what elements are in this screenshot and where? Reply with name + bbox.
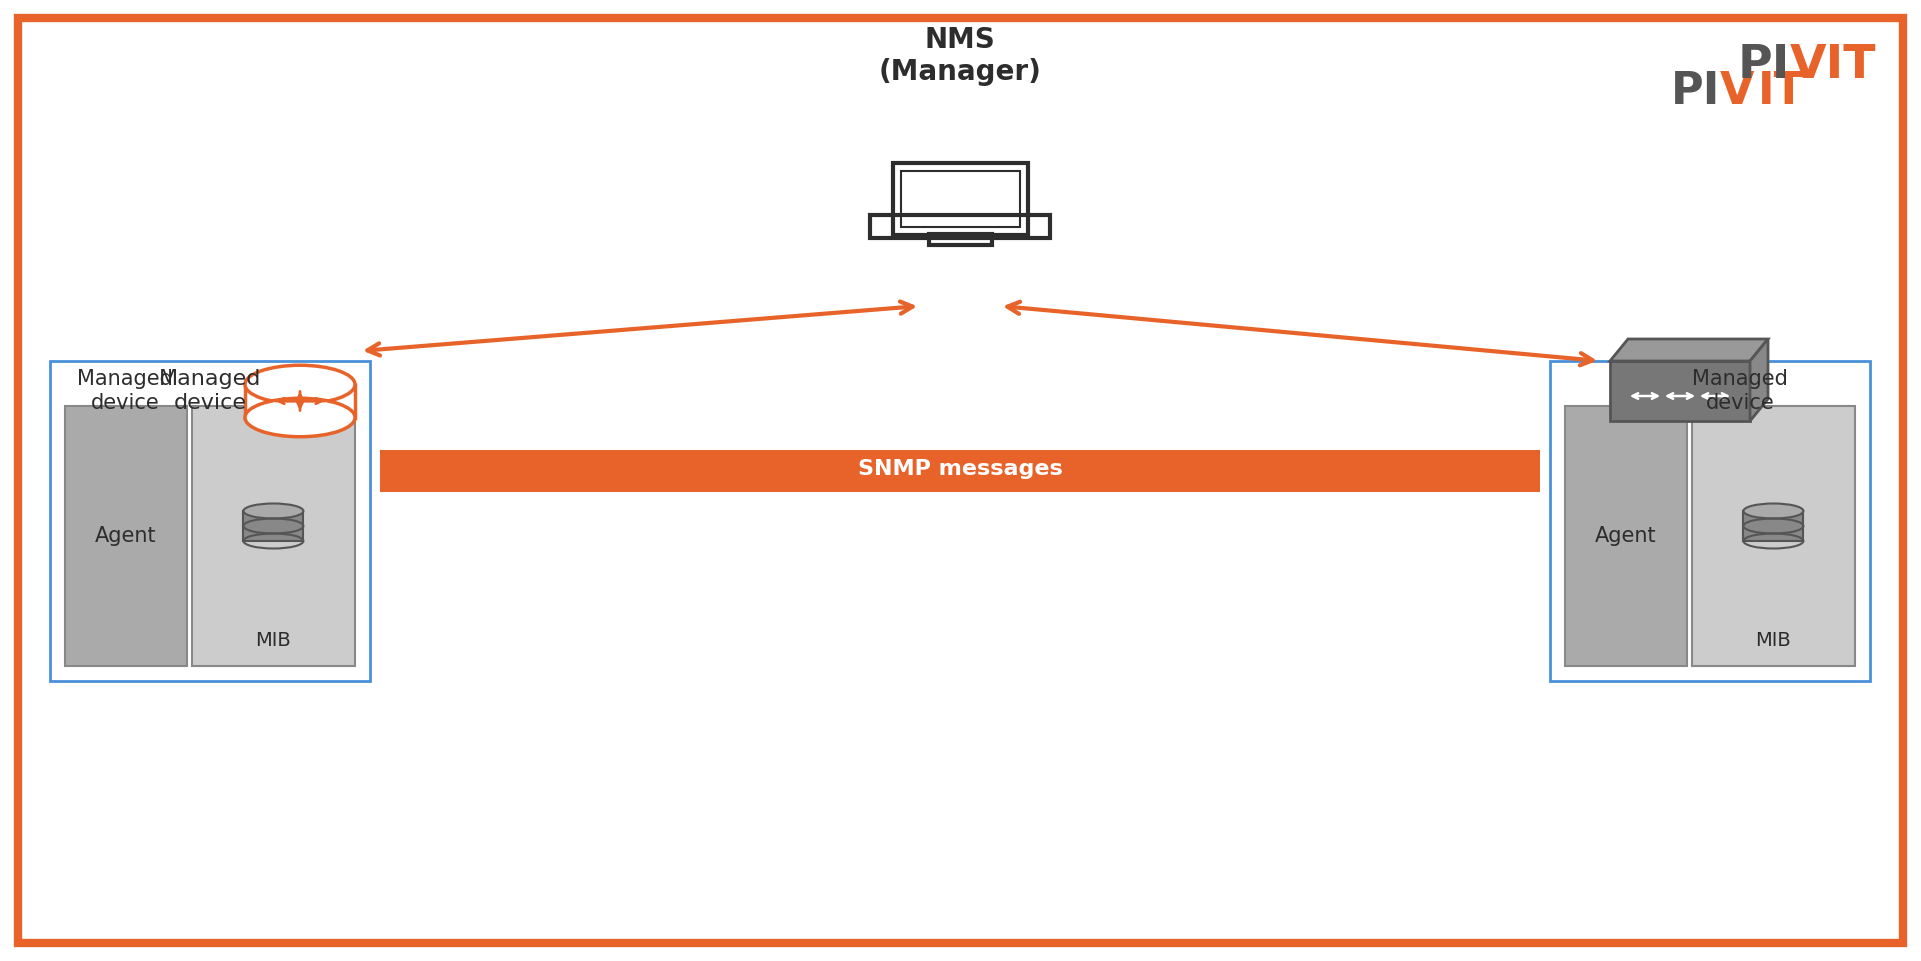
Text: MIB: MIB xyxy=(255,631,292,651)
Polygon shape xyxy=(1750,339,1767,421)
Ellipse shape xyxy=(1744,504,1804,519)
FancyBboxPatch shape xyxy=(1550,361,1869,681)
Text: NMS
(Manager): NMS (Manager) xyxy=(878,26,1041,86)
FancyBboxPatch shape xyxy=(1744,511,1804,541)
FancyBboxPatch shape xyxy=(380,450,1541,492)
Ellipse shape xyxy=(244,504,304,519)
FancyBboxPatch shape xyxy=(50,361,371,681)
Text: Managed
device: Managed device xyxy=(159,369,261,412)
Text: Agent: Agent xyxy=(94,526,158,546)
FancyBboxPatch shape xyxy=(246,384,355,417)
Text: IT: IT xyxy=(1758,69,1806,112)
FancyBboxPatch shape xyxy=(244,511,304,541)
FancyBboxPatch shape xyxy=(1566,406,1687,666)
Polygon shape xyxy=(1610,339,1767,361)
Ellipse shape xyxy=(246,365,355,404)
Text: Agent: Agent xyxy=(1594,526,1656,546)
Ellipse shape xyxy=(246,398,355,436)
FancyBboxPatch shape xyxy=(65,406,186,666)
Text: PI: PI xyxy=(1739,43,1790,88)
Text: SNMP messages: SNMP messages xyxy=(857,459,1062,479)
Text: Managed
device: Managed device xyxy=(1692,369,1788,412)
Text: VIT: VIT xyxy=(1790,43,1877,88)
Text: Managed
device: Managed device xyxy=(77,369,173,412)
Text: MIB: MIB xyxy=(1756,631,1790,651)
FancyBboxPatch shape xyxy=(1610,361,1750,421)
FancyBboxPatch shape xyxy=(1692,406,1856,666)
Text: V: V xyxy=(1719,69,1754,112)
Text: PI: PI xyxy=(1671,69,1719,112)
FancyBboxPatch shape xyxy=(192,406,355,666)
